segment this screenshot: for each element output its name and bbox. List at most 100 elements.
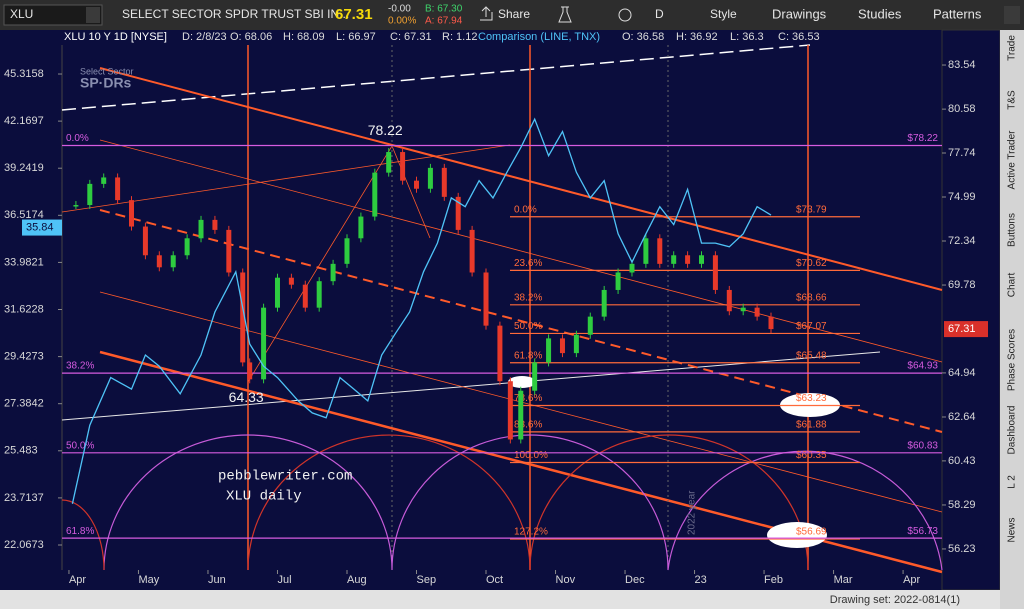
share-icon <box>480 6 493 21</box>
y2-tick-label: 36.5174 <box>4 209 44 221</box>
x-tick-label: Mar <box>834 574 853 586</box>
candle <box>455 196 461 230</box>
watermark: SP·DRs <box>80 75 132 91</box>
candle <box>87 183 93 206</box>
watermark: Select Sector <box>80 66 134 76</box>
candle <box>330 263 336 282</box>
share[interactable]: Share <box>498 7 530 21</box>
y2-tick-label: 29.4273 <box>4 351 44 363</box>
y-tick-label: 62.64 <box>948 411 976 423</box>
last-price: 67.31 <box>335 6 373 23</box>
period[interactable]: D <box>655 7 664 21</box>
change-pct: 0.00% <box>388 16 416 27</box>
y-tick-label: 72.34 <box>948 235 976 247</box>
candle <box>240 272 246 363</box>
x-tick-label: Feb <box>764 574 783 586</box>
price-tag-box <box>944 321 988 338</box>
settings-icon[interactable] <box>618 8 632 22</box>
fib-price: $67.07 <box>796 321 827 332</box>
candle <box>427 167 433 189</box>
candle <box>156 255 162 268</box>
candle <box>469 229 475 273</box>
fib-pct: 78.6% <box>514 393 542 404</box>
x-tick-label: Sep <box>417 574 437 586</box>
side-tab[interactable]: T&S <box>1007 90 1018 110</box>
fib-price: $56.73 <box>907 526 938 537</box>
x-tick-label: May <box>138 574 159 586</box>
x-tick-label: Nov <box>556 574 576 586</box>
side-tab[interactable]: News <box>1007 517 1018 542</box>
fib-price: $70.62 <box>796 258 827 269</box>
symbol-dropdown[interactable] <box>86 7 100 23</box>
x-tick-label: Oct <box>486 574 503 586</box>
site-label: pebblewriter.com <box>218 469 352 485</box>
candle <box>212 219 218 230</box>
y2-tick-label: 25.483 <box>4 445 38 457</box>
highlight <box>508 376 536 388</box>
cycle-arcs <box>103 434 943 571</box>
y2-tick-label: 33.9821 <box>4 256 44 268</box>
style[interactable]: Style <box>710 7 737 21</box>
menu-button[interactable] <box>1004 6 1020 24</box>
side-tab[interactable]: Buttons <box>1007 213 1018 247</box>
candle <box>573 334 579 354</box>
y2-tick-label: 42.1697 <box>4 115 44 127</box>
patterns[interactable]: Patterns <box>933 6 982 21</box>
legend-close: C: 67.31 <box>390 31 432 43</box>
legend-cmp-low: L: 36.3 <box>730 31 764 43</box>
x-tick-label: 23 <box>695 574 707 586</box>
fib-pct: 61.8% <box>514 350 542 361</box>
comparison-line <box>71 117 772 504</box>
studies[interactable]: Studies <box>858 6 902 21</box>
trend-line <box>247 145 393 383</box>
trend-line <box>99 139 943 363</box>
side-tab[interactable]: Active Trader <box>1007 130 1018 190</box>
y2-tick-label: 39.2419 <box>4 162 44 174</box>
price-tag: 67.31 <box>948 323 976 335</box>
side-tab[interactable]: Phase Scores <box>1007 329 1018 391</box>
change: -0.00 <box>388 4 411 15</box>
side-tab[interactable]: L 2 <box>1007 475 1018 489</box>
comparison-tag: 35.84 <box>26 221 54 233</box>
x-tick-label: Apr <box>69 574 86 586</box>
candle <box>698 255 704 264</box>
fib-price: $73.79 <box>796 204 827 215</box>
y2-tick-label: 31.6228 <box>4 303 44 315</box>
side-tab[interactable]: Chart <box>1007 273 1018 298</box>
fib-pct: 0.0% <box>66 133 89 144</box>
side-tab[interactable]: Dashboard <box>1007 406 1018 455</box>
highlight <box>767 522 827 548</box>
candle <box>129 200 135 227</box>
candle <box>685 255 691 264</box>
legend-high: H: 68.09 <box>283 31 325 43</box>
candle <box>226 229 232 273</box>
fib-pct: 0.0% <box>514 204 537 215</box>
flask-icon[interactable] <box>558 6 572 23</box>
candle <box>358 216 364 239</box>
x-tick-label: Jun <box>208 574 226 586</box>
x-tick-label: Aug <box>347 574 367 586</box>
y-tick-label: 80.58 <box>948 103 976 115</box>
candle <box>288 277 294 285</box>
trend-line <box>61 44 811 111</box>
caption: XLU daily <box>226 489 302 505</box>
drawings[interactable]: Drawings <box>772 6 827 21</box>
trend-line <box>61 144 511 213</box>
y-tick-label: 56.23 <box>948 543 976 555</box>
legend-date: D: 2/8/23 <box>182 31 227 43</box>
symbol: XLU <box>10 7 33 21</box>
side-tab[interactable]: Trade <box>1007 35 1018 61</box>
comparison-tag-box <box>22 219 62 236</box>
candle <box>115 177 121 201</box>
candle <box>507 381 513 440</box>
candle <box>316 281 322 308</box>
candle <box>142 226 148 256</box>
candle <box>754 307 760 317</box>
candle <box>671 255 677 264</box>
candle <box>344 238 350 264</box>
symbol-box[interactable] <box>3 4 103 26</box>
fib-price: $68.66 <box>796 292 827 303</box>
y2-tick-label: 23.7137 <box>4 492 44 504</box>
drawing-set[interactable]: Drawing set: 2022-0814(1) <box>830 594 960 606</box>
candle <box>441 167 447 197</box>
